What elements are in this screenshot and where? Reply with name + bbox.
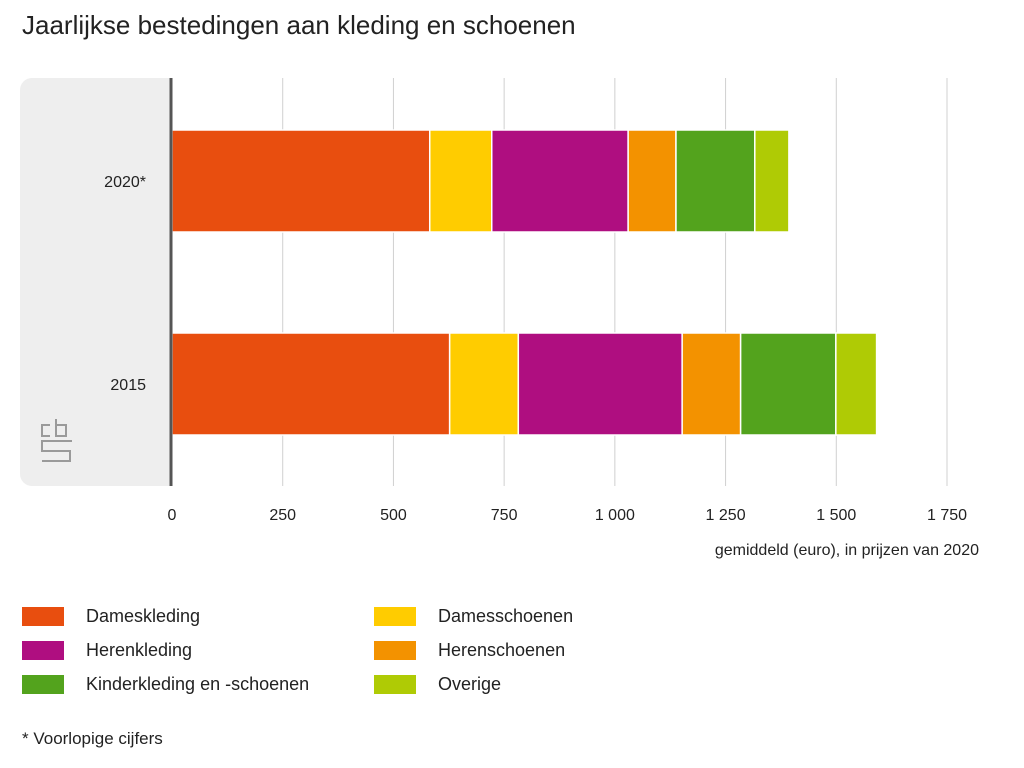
x-tick-labels: 0 250 500 750 1 000 1 250 1 500 1 750	[168, 507, 968, 524]
x-axis-label: gemiddeld (euro), in prijzen van 2020	[715, 542, 979, 559]
legend-label: Damesschoenen	[438, 606, 574, 626]
bar-segment	[627, 129, 677, 233]
legend-label: Kinderkleding en -schoenen	[86, 674, 310, 694]
bars-group	[171, 129, 878, 436]
legend-label: Overige	[438, 674, 502, 694]
bar-segment	[517, 332, 683, 436]
bar-segment	[681, 332, 742, 436]
x-tick-label: 250	[269, 507, 296, 524]
category-labels: 2020* 2015	[104, 174, 146, 394]
legend-swatch	[22, 675, 64, 694]
legend-item: Overige	[374, 674, 501, 695]
x-tick-label: 1 000	[595, 507, 635, 524]
legend-swatch	[22, 641, 64, 660]
x-tick-label: 1 250	[706, 507, 746, 524]
bar-segment	[448, 332, 520, 436]
bar-segment	[171, 332, 451, 436]
x-tick-label: 1 750	[927, 507, 967, 524]
bar-segment	[739, 332, 837, 436]
bar-segment	[428, 129, 493, 233]
legend-label: Dameskleding	[86, 606, 201, 626]
cbs-logo-icon	[41, 419, 72, 462]
x-tick-label: 500	[380, 507, 407, 524]
legend-item: Herenschoenen	[374, 640, 565, 661]
legend-label: Herenschoenen	[438, 640, 566, 660]
legend-swatch	[374, 607, 416, 626]
legend-swatch	[374, 675, 416, 694]
chart-area: 0 250 500 750 1 000 1 250 1 500 1 750 2020* 2015…	[20, 78, 980, 559]
x-tick-label: 750	[491, 507, 518, 524]
bar-segment	[754, 129, 790, 233]
bar-segment	[835, 332, 878, 436]
legend-item: Dameskleding	[22, 606, 200, 627]
bar-segment	[490, 129, 629, 233]
legend-swatch	[22, 607, 64, 626]
bar-segment	[675, 129, 756, 233]
x-tick-label: 1 500	[816, 507, 856, 524]
bar-segment	[171, 129, 431, 233]
legend-label: Herenkleding	[86, 640, 193, 660]
legend-swatch	[374, 641, 416, 660]
legend-item: Damesschoenen	[374, 606, 573, 627]
legend-item: Kinderkleding en -schoenen	[22, 674, 309, 695]
category-label: 2015	[110, 377, 146, 394]
chart-title: Jaarlijkse bestedingen aan kleding en sc…	[22, 10, 576, 40]
footnote: * Voorlopige cijfers	[22, 729, 163, 748]
category-label: 2020*	[104, 174, 146, 191]
legend-item: Herenkleding	[22, 640, 192, 661]
x-tick-label: 0	[168, 507, 177, 524]
